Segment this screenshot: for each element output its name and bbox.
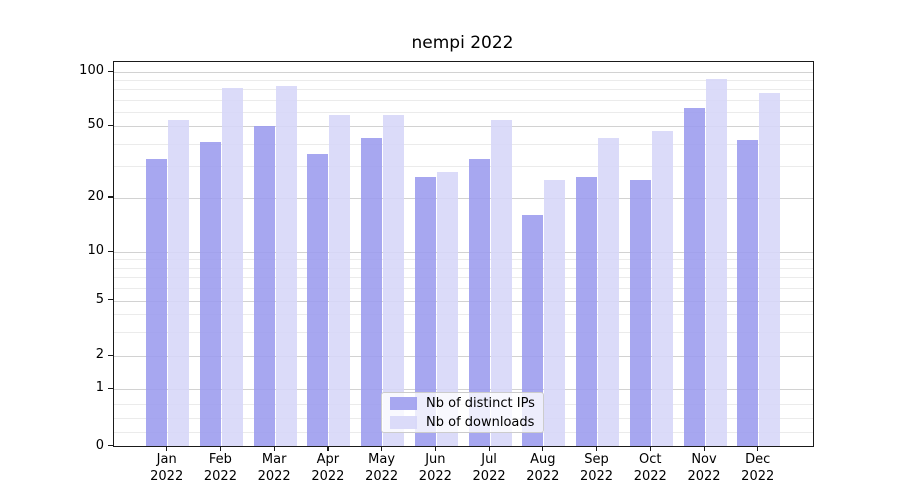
minor-gridline-90 [114,80,813,82]
x-tick-mark-feb [219,446,222,451]
major-gridline-1 [114,389,813,391]
x-tick-label-oct: Oct 2022 [633,452,667,484]
minor-gridline-4 [114,314,813,316]
x-tick-label-nov: Nov 2022 [687,452,721,484]
bar-distinct-ips-sep [576,177,598,446]
bar-distinct-ips-may [361,137,383,446]
y-tick-label-0: 0 [95,437,104,453]
y-tick-label-20: 20 [87,188,104,204]
y-axis-tick-labels: 100 50 20 10 5 2 1 0 [0,0,104,500]
bar-downloads-nov [705,79,727,446]
y-tick-label-10: 10 [87,243,104,258]
bar-downloads-apr [329,114,351,446]
minor-gridline-7 [114,276,813,278]
x-tick-mark-jul [488,446,490,451]
y-tick-label-2: 2 [95,347,104,363]
major-gridline-20 [114,197,813,199]
legend-swatch-distinct-ips [390,396,417,410]
bar-distinct-ips-jul [468,158,490,446]
y-tick-mark-50 [108,124,113,126]
major-gridline-100 [114,72,813,73]
x-tick-mark-oct [649,446,651,451]
y-tick-label-1: 1 [95,380,104,396]
bar-distinct-ips-oct [629,180,651,446]
bar-distinct-ips-mar [253,126,275,446]
x-tick-mark-may [381,446,383,451]
x-tick-label-may: May 2022 [365,452,399,484]
minor-gridline-80 [114,89,813,91]
y-tick-label-5: 5 [95,291,104,307]
bar-downloads-jan [168,120,190,446]
legend-row-distinct-ips: Nb of distinct IPs [382,396,543,411]
chart-title: nempi 2022 [411,33,514,53]
legend-label-downloads: Nb of downloads [426,414,535,430]
bar-downloads-mar [275,85,297,446]
bar-distinct-ips-feb [199,141,221,446]
x-tick-label-apr: Apr 2022 [311,452,345,484]
x-tick-mark-jan [166,446,168,451]
y-tick-mark-100 [108,70,113,72]
bar-downloads-aug [544,180,566,446]
y-tick-mark-5 [108,299,113,301]
y-tick-mark-0 [108,445,113,447]
x-tick-label-sep: Sep 2022 [579,452,614,484]
x-tick-mark-sep [596,446,598,451]
bar-distinct-ips-nov [683,108,705,446]
x-tick-mark-apr [327,446,329,451]
y-tick-label-100: 100 [79,63,104,78]
bar-distinct-ips-aug [522,215,544,446]
y-tick-mark-1 [108,387,113,389]
minor-gridline-9 [114,259,813,261]
bar-distinct-ips-jan [146,158,168,446]
bar-downloads-sep [598,137,620,446]
y-tick-mark-2 [108,354,113,356]
bar-downloads-dec [759,93,781,446]
y-tick-mark-10 [108,250,113,252]
x-tick-label-jun: Jun 2022 [418,452,452,484]
major-gridline-5 [114,300,813,302]
minor-gridline-60 [114,111,813,113]
x-tick-label-feb: Feb 2022 [203,452,237,484]
bar-downloads-may [383,114,405,446]
x-tick-mark-dec [757,446,759,451]
legend-row-downloads: Nb of downloads [382,415,543,430]
x-tick-mark-jun [434,446,437,451]
plot-area: Nb of distinct IPs Nb of downloads [113,61,814,447]
x-tick-label-jan: Jan 2022 [150,452,184,484]
minor-gridline-40 [114,143,813,145]
major-gridline-50 [114,126,813,128]
bar-downloads-oct [651,131,673,446]
y-tick-label-50: 50 [87,117,104,133]
x-tick-label-mar: Mar 2022 [257,452,291,484]
x-tick-label-jul: Jul 2022 [472,452,506,484]
bar-distinct-ips-jun [414,177,436,446]
bar-downloads-jul [490,120,512,446]
y-tick-mark-20 [108,196,113,198]
major-gridline-10 [114,252,813,253]
bar-distinct-ips-dec [737,139,759,446]
bar-downloads-jun [436,171,458,446]
minor-gridline-30 [114,166,813,168]
minor-gridline-70 [114,99,813,101]
x-tick-mark-nov [703,446,705,451]
major-gridline-2 [114,356,813,358]
legend-label-distinct-ips: Nb of distinct IPs [426,395,535,411]
minor-gridline-3 [114,331,813,333]
bar-downloads-feb [221,87,243,446]
x-tick-label-dec: Dec 2022 [741,452,775,484]
legend-swatch-downloads [390,415,417,429]
minor-gridline-6 [114,287,813,289]
legend: Nb of distinct IPs Nb of downloads [381,392,544,433]
minor-gridline-8 [114,267,813,269]
x-tick-mark-aug [542,446,544,451]
x-tick-label-aug: Aug 2022 [526,452,560,484]
bar-distinct-ips-apr [307,154,329,446]
x-tick-mark-mar [273,446,275,451]
